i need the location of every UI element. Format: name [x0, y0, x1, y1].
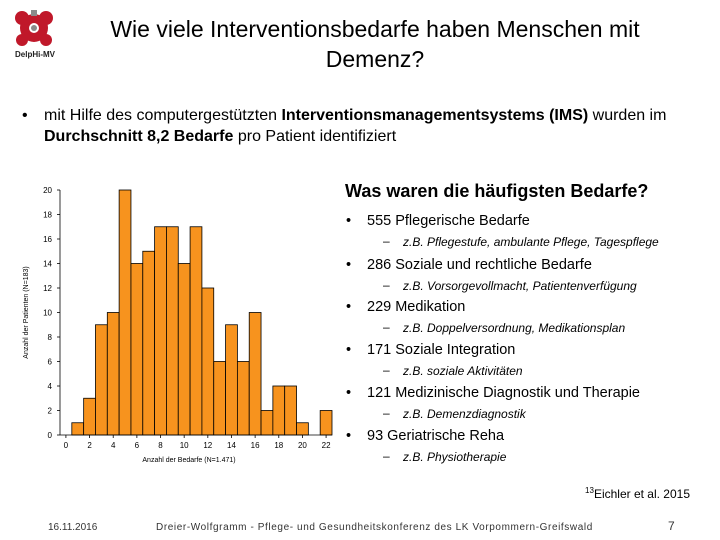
- bar: [213, 361, 226, 436]
- bar: [130, 263, 144, 436]
- need-main-text: 555 Pflegerische Bedarfe: [367, 213, 530, 229]
- delphi-logo: DelpHi-MV: [6, 8, 64, 64]
- need-example-text: z.B. Demenzdiagnostik: [403, 407, 526, 421]
- x-axis-label: Anzahl der Bedarfe (N=1.471): [142, 457, 235, 464]
- x-tick-label: 18: [274, 441, 283, 450]
- footer-date: 16.11.2016: [48, 522, 98, 533]
- need-main-text: 286 Soziale und rechtliche Bedarfe: [367, 257, 592, 273]
- citation-text: Eichler et al. 2015: [593, 487, 690, 501]
- page-title: Wie viele Interventionsbedarfe haben Men…: [110, 16, 640, 72]
- intro-part-5: pro Patient identifiziert: [233, 128, 397, 145]
- need-bullet: •: [346, 385, 352, 401]
- bar: [95, 324, 108, 436]
- bar: [154, 226, 167, 436]
- bar: [166, 226, 179, 436]
- need-main-text: 171 Soziale Integration: [367, 342, 516, 358]
- y-axis-label: Anzahl der Patienten (N=183): [23, 266, 30, 358]
- need-bullet: •: [346, 213, 352, 229]
- x-tick-label: 20: [298, 441, 307, 450]
- right-panel-heading: Was waren die häufigsten Bedarfe?: [345, 181, 649, 201]
- bar: [319, 410, 333, 436]
- bar: [83, 397, 96, 436]
- citation-superscript: 13: [585, 486, 594, 495]
- x-tick-label: 0: [64, 441, 69, 450]
- need-dash: –: [383, 234, 390, 248]
- need-dash: –: [383, 406, 390, 420]
- need-dash: –: [383, 449, 390, 463]
- x-tick-label: 10: [180, 441, 189, 450]
- x-tick-label: 2: [87, 441, 92, 450]
- citation: 13Eichler et al. 2015: [585, 486, 690, 501]
- y-tick-label: 14: [43, 260, 52, 269]
- need-example-text: z.B. Vorsorgevollmacht, Patientenverfügu…: [403, 279, 637, 293]
- need-main-text: 121 Medizinische Diagnostik und Therapie: [367, 385, 640, 401]
- y-tick-label: 0: [48, 431, 53, 440]
- bar: [201, 287, 215, 436]
- y-tick-label: 18: [43, 211, 52, 220]
- need-bullet: •: [346, 342, 352, 358]
- bar: [272, 385, 286, 436]
- x-tick-label: 16: [251, 441, 260, 450]
- x-tick-label: 14: [227, 441, 236, 450]
- y-tick-label: 4: [48, 382, 53, 391]
- intro-part-1: mit Hilfe des computergestützten: [44, 107, 282, 124]
- histogram-svg: 0 2 4 6 8 10 12 14 16 18 20 0 2 4 6 8 10 12 14 16 18 20 22 Anza…: [23, 186, 333, 464]
- intro-bullet: •: [22, 107, 28, 124]
- x-tick-label: 6: [135, 441, 140, 450]
- bar: [177, 263, 191, 436]
- need-example-text: z.B. soziale Aktivitäten: [403, 364, 523, 378]
- need-dash: –: [383, 320, 390, 334]
- intro-part-3: wurden im: [588, 107, 667, 124]
- page-number: 7: [668, 519, 675, 533]
- need-dash: –: [383, 278, 390, 292]
- histogram-chart: 0 2 4 6 8 10 12 14 16 18 20 0 2 4 6 8 10 12 14 16 18 20 22 Anza…: [18, 180, 338, 470]
- y-tick-label: 6: [48, 358, 53, 367]
- need-main-text: 229 Medikation: [367, 299, 466, 315]
- need-dash: –: [383, 363, 390, 377]
- bar: [142, 250, 156, 436]
- bar: [236, 361, 250, 436]
- need-example-text: z.B. Pflegestufe, ambulante Pflege, Tage…: [403, 235, 659, 249]
- bar: [225, 324, 238, 436]
- need-bullet: •: [346, 299, 352, 315]
- y-tick-label: 10: [43, 309, 52, 318]
- bar: [118, 189, 132, 436]
- y-tick-label: 16: [43, 235, 52, 244]
- need-example-text: z.B. Physiotherapie: [403, 450, 507, 464]
- y-tick-label: 8: [48, 333, 53, 342]
- x-tick-label: 22: [322, 441, 331, 450]
- bar: [71, 422, 85, 436]
- need-bullet: •: [346, 257, 352, 273]
- x-tick-label: 12: [203, 441, 212, 450]
- intro-average: Durchschnitt 8,2 Bedarfe: [44, 128, 234, 145]
- bar: [260, 410, 274, 436]
- y-tick-label: 20: [43, 186, 52, 195]
- intro-text: mit Hilfe des computergestützten Interve…: [44, 105, 684, 147]
- bar: [296, 422, 309, 436]
- bar: [248, 312, 262, 436]
- x-tick-label: 4: [111, 441, 116, 450]
- intro-ims: Interventionsmanagementsystems (IMS): [281, 107, 589, 124]
- bar: [106, 312, 120, 436]
- logo-label: DelpHi-MV: [15, 50, 55, 59]
- bar: [189, 226, 203, 436]
- bar: [284, 385, 297, 436]
- x-tick-label: 8: [158, 441, 163, 450]
- need-bullet: •: [346, 428, 352, 444]
- need-main-text: 93 Geriatrische Reha: [367, 428, 505, 444]
- y-tick-label: 2: [48, 407, 53, 416]
- delphi-logo-icon: [15, 10, 53, 46]
- y-tick-label: 12: [43, 284, 52, 293]
- need-example-text: z.B. Doppelversordnung, Medikationsplan: [403, 321, 626, 335]
- footer-center-text: Dreier-Wolfgramm - Pflege- und Gesundhei…: [156, 522, 593, 533]
